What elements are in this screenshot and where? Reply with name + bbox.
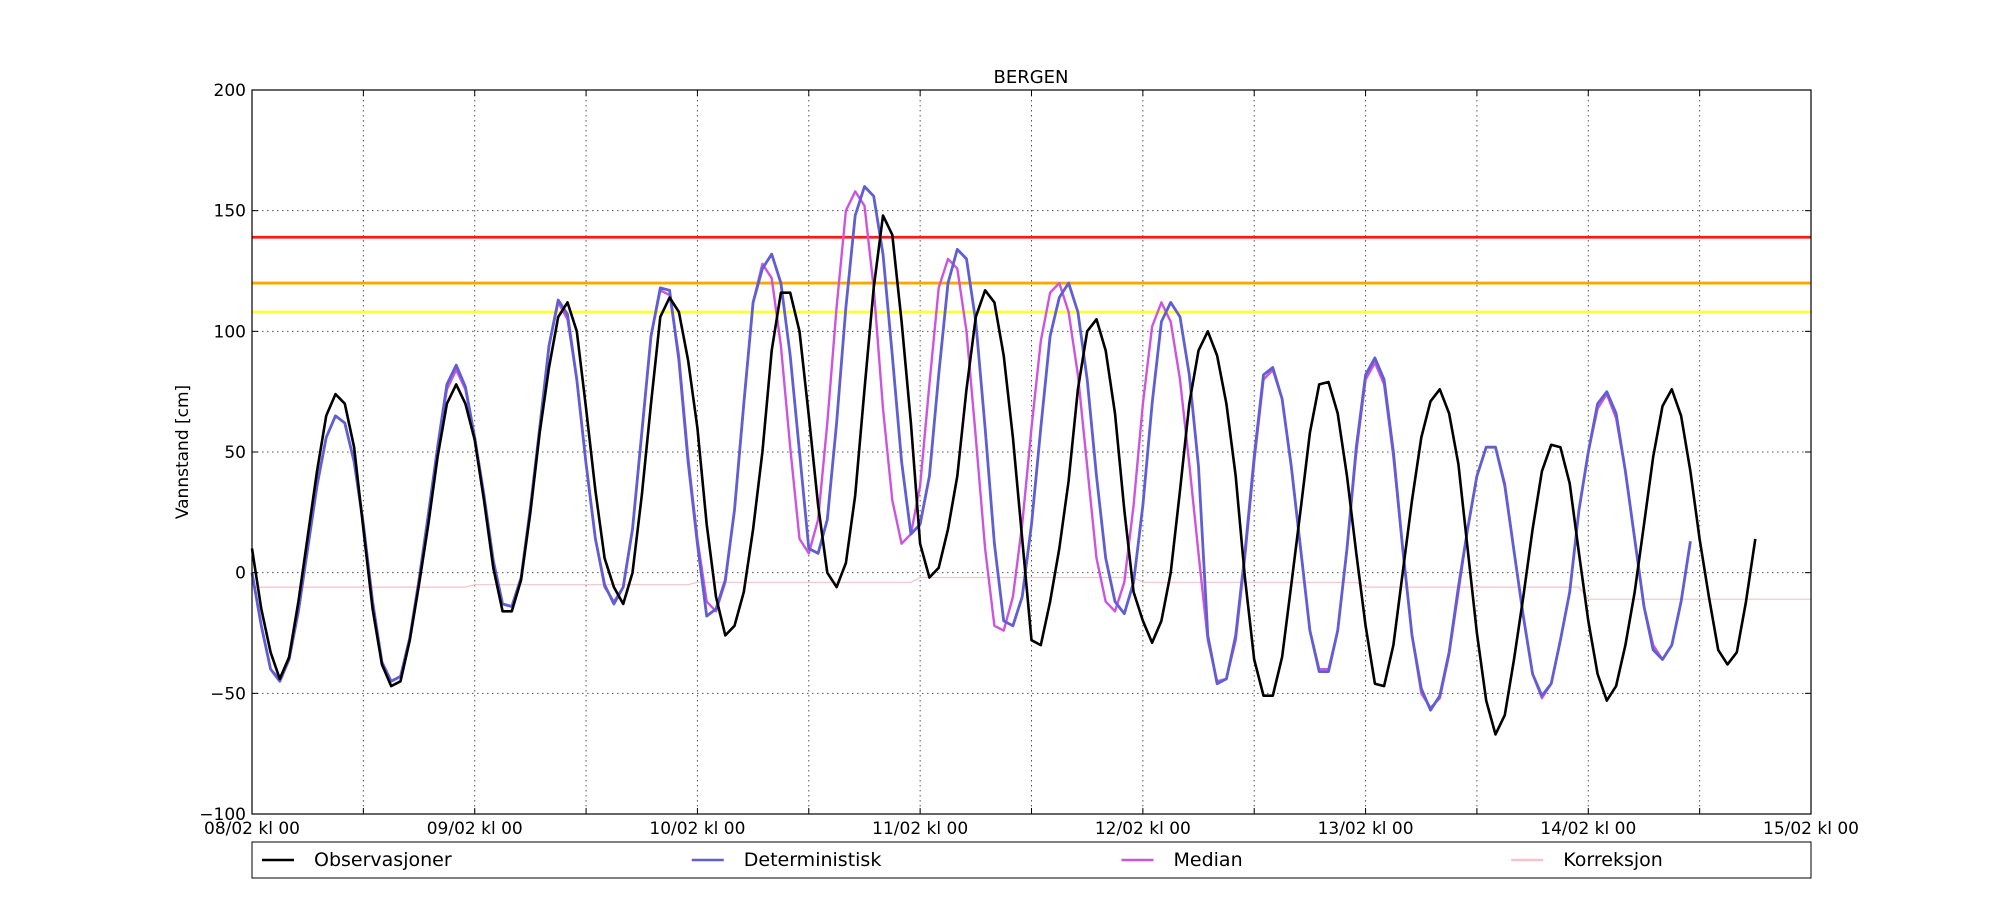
- y-tick-label: 100: [214, 322, 246, 342]
- x-axis-ticks: 08/02 kl 00 09/02 kl 00 10/02 kl 00 11/02 k…: [204, 90, 1859, 839]
- x-tick-label: 14/02 kl 00: [1540, 819, 1636, 839]
- y-tick-label: 200: [214, 81, 246, 101]
- chart-title: BERGEN: [993, 67, 1068, 88]
- y-axis-label: Vannstand [cm]: [173, 385, 193, 519]
- legend-label: Median: [1174, 849, 1243, 871]
- x-tick-label: 11/02 kl 00: [872, 819, 968, 839]
- y-tick-label: −100: [199, 805, 246, 825]
- series-line-observasjoner: [250, 214, 1757, 736]
- legend: Observasjoner Deterministisk Median Korreks…: [251, 841, 1812, 879]
- series-lines: [250, 185, 1811, 736]
- x-tick-label: 13/02 kl 00: [1318, 819, 1414, 839]
- x-tick-label: 15/02 kl 00: [1763, 819, 1859, 839]
- legend-label: Observasjoner: [314, 849, 452, 871]
- legend-label: Korreksjon: [1563, 849, 1663, 871]
- series-line-median: [250, 190, 1692, 709]
- threshold-lines: [252, 235, 1811, 314]
- y-tick-label: 50: [224, 443, 246, 463]
- x-tick-label: 10/02 kl 00: [649, 819, 745, 839]
- series-line-deterministisk: [250, 185, 1692, 712]
- y-axis-ticks: 200 150 100 50 0 −50 −100: [199, 81, 1811, 825]
- x-tick-label: 08/02 kl 00: [204, 819, 300, 839]
- y-tick-label: 0: [235, 564, 246, 584]
- x-tick-label: 09/02 kl 00: [427, 819, 523, 839]
- legend-label: Deterministisk: [744, 849, 882, 871]
- legend-frame: [251, 841, 1812, 879]
- y-tick-label: 150: [214, 202, 246, 222]
- grid-lines: [252, 90, 1811, 814]
- y-tick-label: −50: [210, 684, 246, 704]
- x-tick-label: 12/02 kl 00: [1095, 819, 1191, 839]
